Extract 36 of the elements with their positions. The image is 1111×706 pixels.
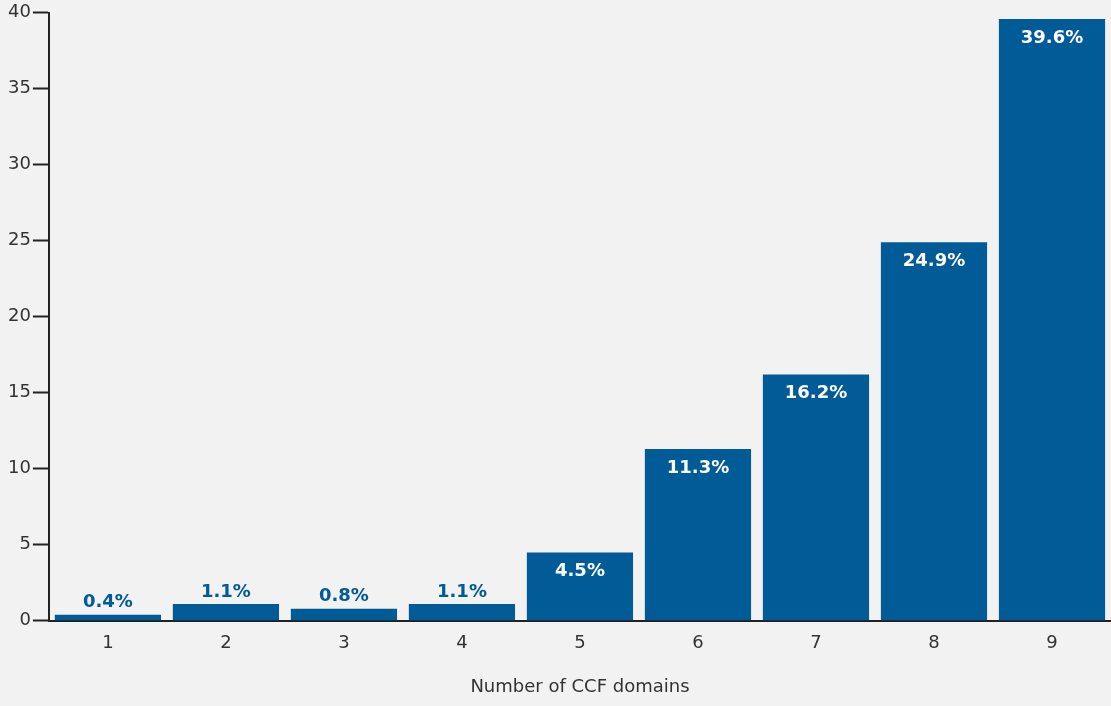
y-tick-label: 25 [8, 228, 31, 250]
data-label: 24.9% [902, 248, 966, 270]
bar [408, 604, 516, 621]
bar [290, 608, 398, 621]
y-tick-label: 20 [8, 304, 31, 326]
bar [880, 242, 988, 621]
x-tick-label: 8 [928, 631, 940, 653]
x-tick-label: 2 [220, 631, 232, 653]
x-tick-label: 5 [574, 631, 586, 653]
data-label: 1.1% [200, 579, 251, 601]
bar [526, 552, 634, 621]
data-label: 4.5% [554, 559, 605, 581]
y-tick-label: 40 [8, 0, 31, 22]
data-label: 11.3% [666, 455, 730, 477]
x-tick-label: 9 [1046, 631, 1058, 653]
data-label: 0.8% [318, 584, 369, 606]
data-label: 0.4% [82, 590, 133, 612]
data-label: 1.1% [436, 579, 487, 601]
x-tick-label: 7 [810, 631, 822, 653]
x-tick-label: 6 [692, 631, 704, 653]
bar [644, 449, 752, 621]
y-tick-label: 10 [8, 456, 31, 478]
y-tick-label: 0 [19, 608, 31, 630]
x-axis-title: Number of CCF domains [470, 674, 690, 696]
y-tick-label: 15 [8, 380, 31, 402]
y-tick-label: 5 [19, 532, 31, 554]
data-label: 16.2% [784, 381, 848, 403]
data-label: 39.6% [1020, 25, 1084, 47]
y-tick-label: 30 [8, 152, 31, 174]
bar [762, 374, 870, 621]
y-tick-label: 35 [8, 76, 31, 98]
bar [172, 604, 280, 621]
x-tick-label: 3 [338, 631, 350, 653]
x-tick-label: 1 [102, 631, 114, 653]
bar [998, 18, 1106, 621]
x-tick-label: 4 [456, 631, 468, 653]
